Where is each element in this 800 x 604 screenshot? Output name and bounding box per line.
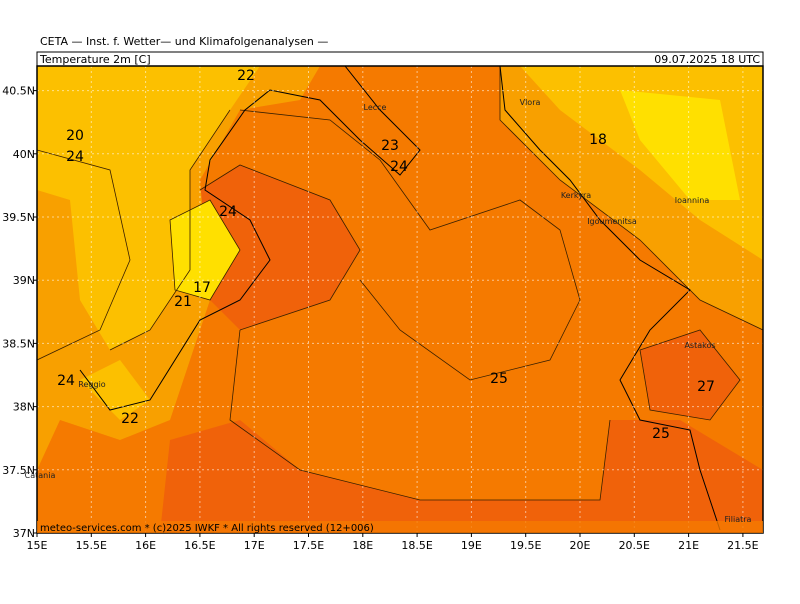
place-label: Kerkyra bbox=[561, 191, 591, 200]
contour-label: 24 bbox=[66, 149, 84, 165]
place-label: Reggio bbox=[78, 380, 106, 389]
x-tick-label: 19.5E bbox=[510, 539, 541, 552]
contour-label: 24 bbox=[219, 204, 237, 220]
contour-label: 24 bbox=[390, 159, 408, 175]
y-tick-label: 40.5N bbox=[2, 85, 35, 98]
x-tick-label: 16E bbox=[135, 539, 156, 552]
y-tick-label: 39N bbox=[13, 274, 35, 287]
field bbox=[37, 66, 763, 533]
contour-label: 22 bbox=[121, 411, 139, 427]
place-label: Lecce bbox=[364, 103, 387, 112]
contour-label: 27 bbox=[697, 379, 715, 395]
x-tick-label: 19E bbox=[461, 539, 482, 552]
footer-band bbox=[37, 521, 763, 533]
x-tick-label: 15E bbox=[27, 539, 48, 552]
footer: meteo-services.com * (c)2025 IWKF * All … bbox=[40, 523, 374, 534]
source-title: CETA — Inst. f. Wetter— und Klimafolgena… bbox=[40, 35, 328, 48]
contour-label: 20 bbox=[66, 128, 84, 144]
variable-title: Temperature 2m [C] bbox=[39, 53, 151, 66]
contour-label: 24 bbox=[57, 373, 75, 389]
place-label: Ioannina bbox=[675, 196, 710, 205]
x-tick-label: 18.5E bbox=[401, 539, 432, 552]
y-tick-label: 38.5N bbox=[2, 337, 35, 350]
contour-label: 25 bbox=[652, 426, 670, 442]
contour-label: 21 bbox=[174, 294, 192, 310]
contour-label: 25 bbox=[490, 371, 508, 387]
x-tick-label: 17E bbox=[244, 539, 265, 552]
x-tick-label: 21E bbox=[678, 539, 699, 552]
valid-time: 09.07.2025 18 UTC bbox=[654, 53, 760, 66]
place-label: Igoumenitsa bbox=[587, 217, 637, 226]
contour-label: 18 bbox=[589, 132, 607, 148]
contour-label: 17 bbox=[193, 280, 211, 296]
y-tick-label: 40N bbox=[13, 148, 35, 161]
x-tick-label: 15.5E bbox=[76, 539, 107, 552]
y-tick-label: 37N bbox=[13, 527, 35, 540]
x-tick-label: 21.5E bbox=[727, 539, 758, 552]
place-label: Filiatra bbox=[725, 515, 752, 524]
place-label: Vlora bbox=[520, 98, 541, 107]
contour-label: 23 bbox=[381, 138, 399, 154]
x-tick-label: 20E bbox=[570, 539, 591, 552]
contour-label: 22 bbox=[237, 68, 255, 84]
x-tick-label: 20.5E bbox=[619, 539, 650, 552]
y-tick-label: 39.5N bbox=[2, 211, 35, 224]
y-tick-label: 38N bbox=[13, 401, 35, 414]
y-tick-label: 37.5N bbox=[2, 464, 35, 477]
x-tick-label: 18E bbox=[352, 539, 373, 552]
place-label: Astakos bbox=[684, 341, 715, 350]
place-label: Catania bbox=[25, 471, 56, 480]
x-tick-label: 16.5E bbox=[184, 539, 215, 552]
x-tick-label: 17.5E bbox=[293, 539, 324, 552]
